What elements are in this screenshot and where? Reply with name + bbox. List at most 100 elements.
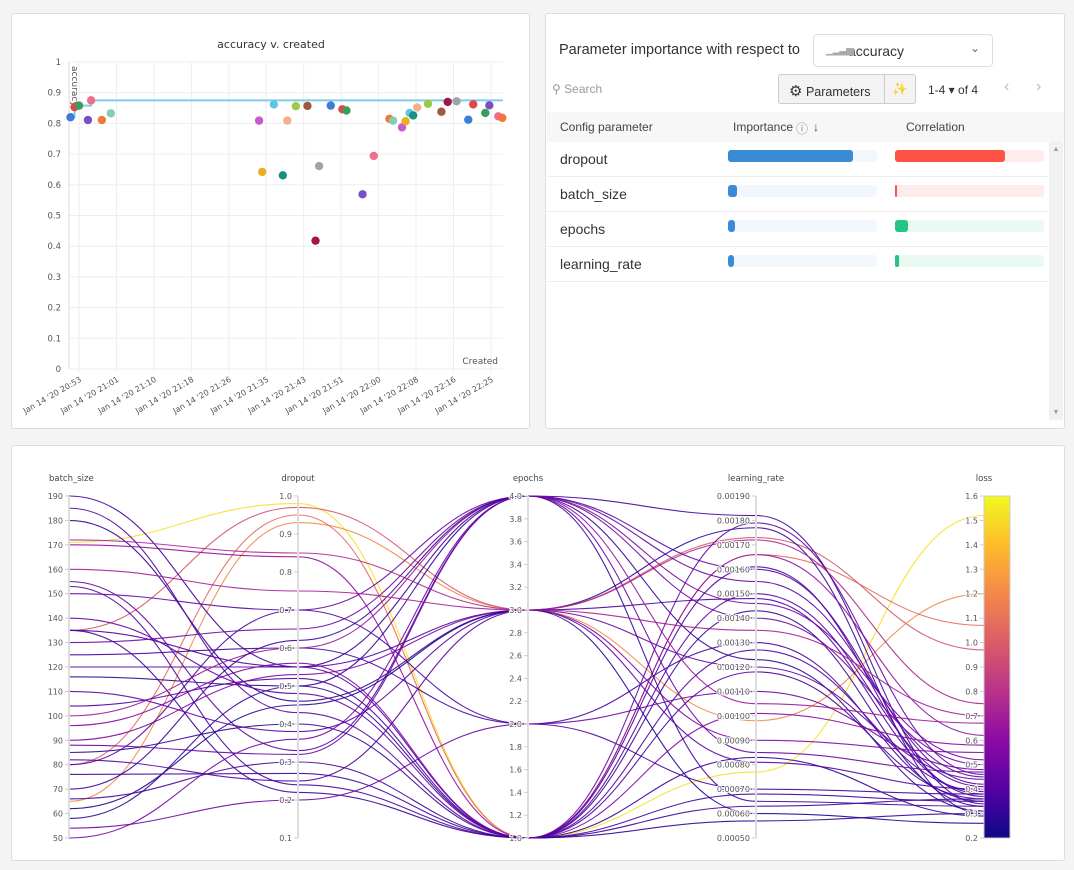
axis-tick-label: 3.8 xyxy=(509,515,522,524)
axis-tick-label: 0.4 xyxy=(279,720,292,729)
scatter-point xyxy=(388,116,398,125)
y-tick-label: 0.4 xyxy=(47,242,61,252)
y-tick-label: 0.9 xyxy=(47,89,61,99)
axis-tick-label: 170 xyxy=(48,541,63,550)
axis-tick-label: 0.00120 xyxy=(717,663,750,672)
param-name: epochs xyxy=(560,221,606,237)
page-range-select[interactable]: 1-4 xyxy=(928,83,946,97)
y-tick-label: 0.1 xyxy=(47,334,61,344)
scatter-point xyxy=(358,190,367,199)
axis-tick-label: 100 xyxy=(48,712,63,721)
scatter-point xyxy=(401,117,410,126)
axis-tick-label: 0.00100 xyxy=(717,712,750,721)
axis-tick-label: 0.9 xyxy=(279,530,292,539)
search-icon: ⚲ xyxy=(552,82,561,96)
axis-title-dropout: dropout xyxy=(281,474,315,484)
scatter-point xyxy=(303,101,312,111)
best-value-line xyxy=(70,99,503,119)
param-name: learning_rate xyxy=(560,256,642,272)
run-line xyxy=(68,609,985,754)
run-line xyxy=(68,671,985,839)
x-tick-label: Jan 14 '20 20:53 xyxy=(21,375,83,416)
parallel-coordinates-chart: batch_size 50 60 70 80 90 100 110 120 130 140 150 16… xyxy=(47,474,1011,844)
y-tick-label: 1 xyxy=(56,58,61,68)
param-name: dropout xyxy=(560,151,608,167)
axis-tick-label: 70 xyxy=(53,785,63,794)
run-line xyxy=(68,642,985,802)
page-total: of 4 xyxy=(958,83,979,97)
scatter-point xyxy=(311,236,320,245)
axis-tick-label: 1.5 xyxy=(965,516,978,525)
axis-tick-label: 2.8 xyxy=(509,629,522,638)
header-config-parameter[interactable]: Config parameter xyxy=(560,120,653,134)
run-line xyxy=(68,544,985,839)
run-line xyxy=(68,514,985,839)
importance-bar xyxy=(728,220,877,232)
scrollbar[interactable]: ▲ ▼ xyxy=(1049,142,1063,420)
scatter-point xyxy=(498,113,507,123)
axis-title-learning_rate: learning_rate xyxy=(728,474,784,484)
axis-tick-label: 150 xyxy=(48,590,63,599)
axis-tick-label: 2.4 xyxy=(509,674,522,683)
axis-tick-label: 2.2 xyxy=(509,697,522,706)
header-correlation[interactable]: Correlation xyxy=(906,120,965,134)
importance-bar xyxy=(728,150,877,162)
axis-tick-label: 180 xyxy=(48,516,63,525)
parameters-button[interactable]: ⚙ Parameters xyxy=(778,74,885,104)
metric-dropdown[interactable]: ▁▂▃▅ accuracy ⌄ xyxy=(813,34,993,67)
axis-tick-label: 80 xyxy=(53,761,63,770)
y-tick-label: 0.5 xyxy=(47,212,61,222)
run-line xyxy=(68,522,985,839)
axis-tick-label: 1.4 xyxy=(509,788,522,797)
prev-page-button[interactable]: ‹ xyxy=(1004,78,1010,95)
run-line xyxy=(68,609,985,790)
scatter-point xyxy=(423,99,433,108)
magic-wand-button[interactable]: ✨ xyxy=(884,74,916,104)
search-input[interactable]: ⚲ Search xyxy=(552,82,602,96)
axis-tick-label: 3.6 xyxy=(509,538,522,547)
axis-tick-label: 1.2 xyxy=(965,590,978,599)
axis-tick-label: 1.6 xyxy=(965,492,978,501)
axis-tick-label: 1.0 xyxy=(509,834,522,843)
chart-title: accuracy v. created xyxy=(217,38,325,51)
scatter-point xyxy=(278,171,288,180)
axis-tick-label: 0.4 xyxy=(965,785,978,794)
scatter-point xyxy=(106,109,116,118)
axis-tick-label: 130 xyxy=(48,639,63,648)
y-axis-label: accuracy xyxy=(69,66,79,107)
run-line xyxy=(68,772,985,839)
axis-tick-label: 3.2 xyxy=(509,583,522,592)
axis-tick-label: 1.8 xyxy=(509,743,522,752)
next-page-button[interactable]: › xyxy=(1036,78,1042,95)
scatter-point xyxy=(83,115,93,125)
axis-tick-label: 1.3 xyxy=(965,565,978,574)
axis-tick-label: 90 xyxy=(53,736,63,745)
y-tick-label: 0.6 xyxy=(47,181,61,191)
header-importance[interactable]: Importance xyxy=(733,120,794,134)
scatter-point xyxy=(291,102,301,111)
parallel-coordinates-panel: batch_size 50 60 70 80 90 100 110 120 130 140 150 16… xyxy=(11,445,1065,861)
axis-tick-label: 0.7 xyxy=(965,712,978,721)
info-icon[interactable]: ⓘ xyxy=(796,122,809,136)
run-line xyxy=(68,609,985,795)
accuracy-scatter-chart: accuracy v. created 0 0.1 0.2 0.3 0.4 0.5 0.6 0.… xyxy=(21,38,507,416)
axis-tick-label: 190 xyxy=(48,492,63,501)
axis-tick-label: 3.4 xyxy=(509,560,522,569)
axis-tick-label: 0.9 xyxy=(965,663,978,672)
axis-tick-label: 0.00070 xyxy=(717,785,750,794)
scatter-point xyxy=(481,108,490,118)
axis-tick-label: 60 xyxy=(53,810,63,819)
axis-tick-label: 0.3 xyxy=(965,810,978,819)
axis-tick-label: 0.7 xyxy=(279,606,292,615)
axis-title-epochs: epochs xyxy=(513,474,544,484)
scatter-point xyxy=(469,100,478,109)
axis-tick-label: 0.5 xyxy=(279,682,292,691)
axis-tick-label: 1.4 xyxy=(965,541,978,550)
parameter-importance-panel: Parameter importance with respect to ▁▂▃… xyxy=(545,13,1065,429)
axis-tick-label: 0.00150 xyxy=(717,590,750,599)
sort-down-icon[interactable]: ↓ xyxy=(813,120,819,134)
scatter-point xyxy=(269,100,279,109)
axis-tick-label: 0.00170 xyxy=(717,541,750,550)
axis-title-batch_size: batch_size xyxy=(49,474,94,484)
importance-title: Parameter importance with respect to xyxy=(559,42,800,58)
